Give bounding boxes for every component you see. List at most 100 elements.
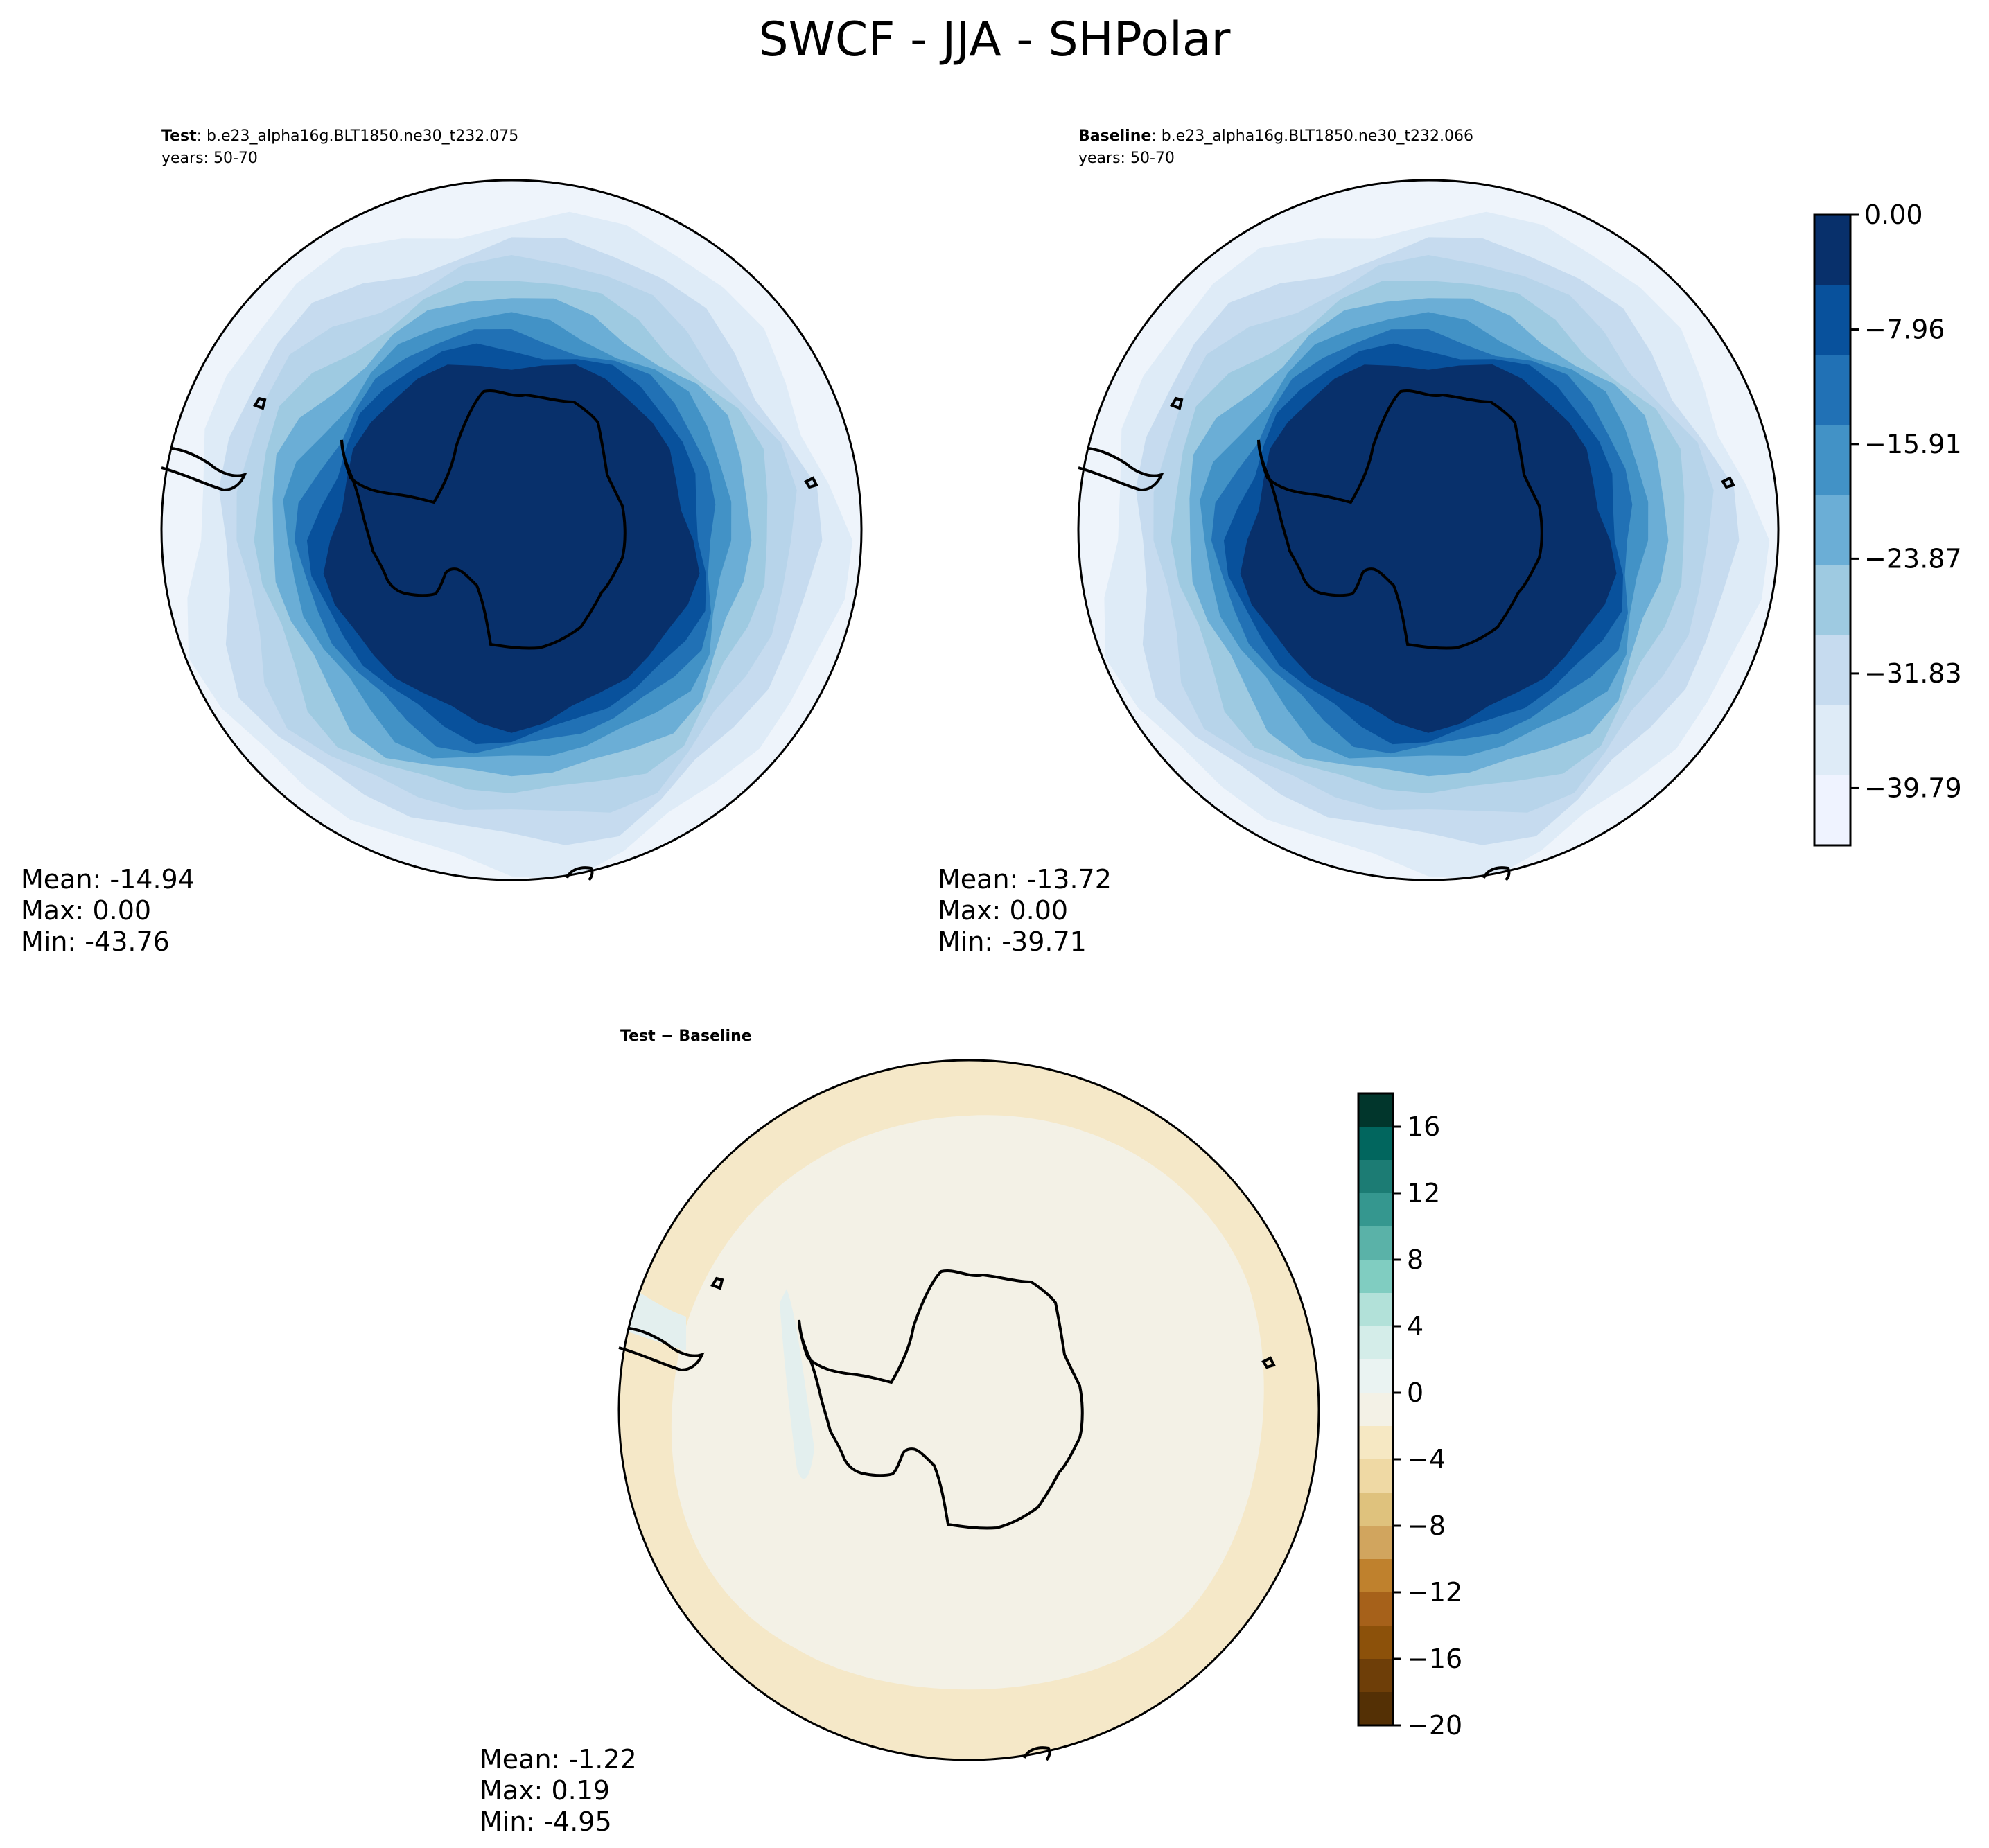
- difference-positive-patch-west: [624, 1282, 686, 1351]
- main-colorbar-frame: [1813, 213, 1852, 847]
- difference-colorbar-tick-label: −8: [1407, 1511, 1446, 1541]
- svg-text:Baseline: b.e23_alpha16g.BLT18: Baseline: b.e23_alpha16g.BLT1850.ne30_t2…: [1078, 127, 1473, 145]
- main-colorbar-tick-label: −7.96: [1864, 315, 1945, 345]
- difference-colorbar-tick-label: 16: [1407, 1111, 1440, 1142]
- baseline-stat-max: Max: 0.00: [938, 895, 1068, 926]
- baseline-label-case: : b.e23_alpha16g.BLT1850.ne30_t232.066: [1151, 127, 1473, 145]
- main-colorbar-segment: [1814, 355, 1850, 425]
- baseline-stats: Mean: -13.72 Max: 0.00 Min: -39.71: [938, 864, 1112, 957]
- svg-text:Test: b.e23_alpha16g.BLT1850.n: Test: b.e23_alpha16g.BLT1850.ne30_t232.0…: [161, 127, 518, 145]
- difference-colorbar-segment: [1358, 1659, 1393, 1693]
- main-colorbar-tick-label: −23.87: [1864, 543, 1962, 574]
- test-map-label: Test: b.e23_alpha16g.BLT1850.ne30_t232.0…: [161, 127, 518, 167]
- difference-colorbar-segment: [1358, 1626, 1393, 1660]
- main-colorbar-tick-label: −15.91: [1864, 429, 1962, 459]
- main-colorbar-tick-label: −39.79: [1864, 773, 1962, 803]
- baseline-stat-min: Min: -39.71: [938, 926, 1087, 957]
- difference-colorbar-segment: [1358, 1493, 1393, 1526]
- difference-colorbar-tick-label: 0: [1407, 1378, 1423, 1408]
- baseline-map-panel: Baseline: b.e23_alpha16g.BLT1850.ne30_t2…: [938, 127, 1780, 957]
- falkland-islands: [1170, 396, 1184, 410]
- difference-colorbar-segment: [1358, 1160, 1393, 1194]
- difference-label: Test − Baseline: [620, 1028, 752, 1045]
- difference-label-baseline: − Baseline: [656, 1028, 752, 1045]
- difference-map-panel: Test − Baseline Mean: -1.22 Max: 0.19 Mi…: [480, 1028, 1320, 1837]
- test-stat-min: Min: -43.76: [21, 926, 170, 957]
- difference-colorbar-segment: [1358, 1293, 1393, 1327]
- difference-colorbar-segment: [1358, 1426, 1393, 1460]
- difference-label-test: Test: [620, 1028, 656, 1045]
- main-colorbar-segment: [1814, 215, 1850, 285]
- south-america-coastline: [161, 447, 247, 492]
- main-colorbar-segment: [1814, 285, 1850, 355]
- difference-colorbar-segment: [1358, 1592, 1393, 1626]
- difference-colorbar-segment: [1358, 1526, 1393, 1560]
- difference-colorbar-segment: [1358, 1359, 1393, 1393]
- difference-colorbar-tick-label: −12: [1407, 1577, 1462, 1608]
- test-coastlines: [161, 389, 818, 881]
- baseline-map-label: Baseline: b.e23_alpha16g.BLT1850.ne30_t2…: [1078, 127, 1473, 167]
- main-colorbar-segment: [1814, 425, 1850, 495]
- difference-colorbar-segment: [1358, 1459, 1393, 1493]
- difference-colorbar: 16 12 8 4 0 −4 −8 −12 −16 −20: [1357, 1092, 1462, 1741]
- difference-colorbar-tick-label: 8: [1407, 1244, 1423, 1275]
- test-stats: Mean: -14.94 Max: 0.00 Min: -43.76: [21, 864, 195, 957]
- figure-title: SWCF - JJA - SHPolar: [759, 12, 1231, 67]
- test-label-case: : b.e23_alpha16g.BLT1850.ne30_t232.075: [197, 127, 519, 145]
- difference-colorbar-tick-label: −16: [1407, 1644, 1462, 1674]
- difference-stats: Mean: -1.22 Max: 0.19 Min: -4.95: [480, 1744, 637, 1837]
- difference-colorbar-segment: [1358, 1692, 1393, 1726]
- main-colorbar-segment: [1814, 635, 1850, 706]
- difference-colorbar-tick-label: −20: [1407, 1710, 1462, 1741]
- difference-coastlines: [618, 1269, 1276, 1761]
- difference-colorbar-segment: [1358, 1393, 1393, 1427]
- difference-colorbar-segment: [1358, 1093, 1393, 1127]
- main-colorbar: 0.00 −7.96 −15.91 −23.87 −31.83 −39.79: [1813, 200, 1962, 847]
- south-america-coastline: [1078, 447, 1164, 492]
- difference-colorbar-segment: [1358, 1226, 1393, 1260]
- main-colorbar-segment: [1814, 705, 1850, 776]
- test-map-panel: Test: b.e23_alpha16g.BLT1850.ne30_t232.0…: [21, 127, 863, 957]
- baseline-field-contours: [1078, 180, 1778, 880]
- baseline-years: years: 50-70: [1078, 150, 1175, 167]
- island-outline: [1721, 476, 1735, 489]
- test-stat-max: Max: 0.00: [21, 895, 151, 926]
- test-stat-mean: Mean: -14.94: [21, 864, 195, 895]
- island-outline: [1261, 1356, 1276, 1369]
- falkland-islands: [253, 396, 267, 410]
- difference-colorbar-tick-label: 4: [1407, 1311, 1423, 1341]
- baseline-label-bold: Baseline: [1078, 127, 1151, 145]
- difference-colorbar-tick-label: 12: [1407, 1178, 1440, 1208]
- main-colorbar-segment: [1814, 565, 1850, 636]
- main-colorbar-segment: [1814, 775, 1850, 846]
- new-zealand-coastline: [1482, 866, 1511, 881]
- difference-colorbar-segment: [1358, 1326, 1393, 1360]
- baseline-map-boundary: [1077, 179, 1780, 881]
- difference-colorbar-segment: [1358, 1193, 1393, 1227]
- difference-colorbar-tick-label: −4: [1407, 1444, 1446, 1475]
- main-colorbar-segment: [1814, 495, 1850, 566]
- test-field-contours: [161, 180, 861, 880]
- baseline-coastlines: [1078, 389, 1735, 881]
- test-map-boundary: [160, 179, 863, 881]
- new-zealand-coastline: [1023, 1746, 1051, 1761]
- difference-colorbar-segment: [1358, 1127, 1393, 1161]
- difference-stat-max: Max: 0.19: [480, 1775, 610, 1806]
- main-colorbar-tick-label: 0.00: [1864, 200, 1923, 230]
- difference-stat-mean: Mean: -1.22: [480, 1744, 637, 1775]
- difference-stat-min: Min: -4.95: [480, 1806, 612, 1837]
- difference-inner-region: [671, 1115, 1264, 1690]
- difference-field-contours: [619, 1060, 1319, 1760]
- difference-colorbar-frame: [1357, 1092, 1394, 1727]
- main-colorbar-tick-label: −31.83: [1864, 658, 1962, 689]
- difference-map-boundary: [617, 1059, 1320, 1761]
- difference-colorbar-segment: [1358, 1559, 1393, 1593]
- difference-positive-patch: [780, 1289, 814, 1479]
- new-zealand-coastline: [566, 866, 594, 881]
- baseline-stat-mean: Mean: -13.72: [938, 864, 1112, 895]
- island-outline: [804, 476, 818, 489]
- south-america-coastline: [618, 1327, 705, 1372]
- falkland-islands: [710, 1276, 724, 1290]
- difference-colorbar-segment: [1358, 1260, 1393, 1294]
